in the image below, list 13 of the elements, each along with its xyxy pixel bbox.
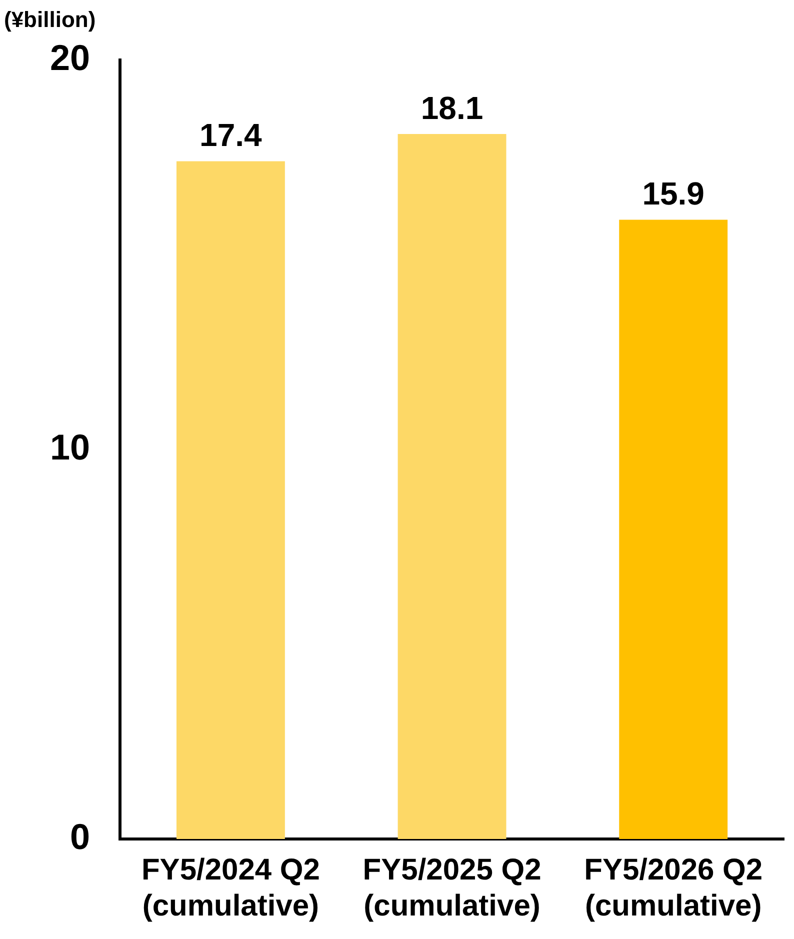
y-tick-label: 10 — [50, 426, 90, 468]
data-label: 17.4 — [200, 117, 262, 154]
y-tick-label: 20 — [50, 36, 90, 78]
x-tick-label: FY5/2024 Q2 (cumulative) — [141, 853, 320, 922]
data-label: 18.1 — [420, 90, 484, 126]
y-axis-title: (¥billion) — [4, 7, 96, 32]
y-tick-label: 0 — [70, 816, 90, 857]
x-tick-label: FY5/2026 Q2 (cumulative) — [584, 853, 763, 922]
x-tick-label: FY5/2025 Q2 (cumulative) — [362, 853, 542, 922]
bar — [176, 161, 285, 839]
data-label: 15.9 — [642, 176, 704, 212]
bar — [619, 220, 728, 839]
bar — [398, 134, 506, 839]
